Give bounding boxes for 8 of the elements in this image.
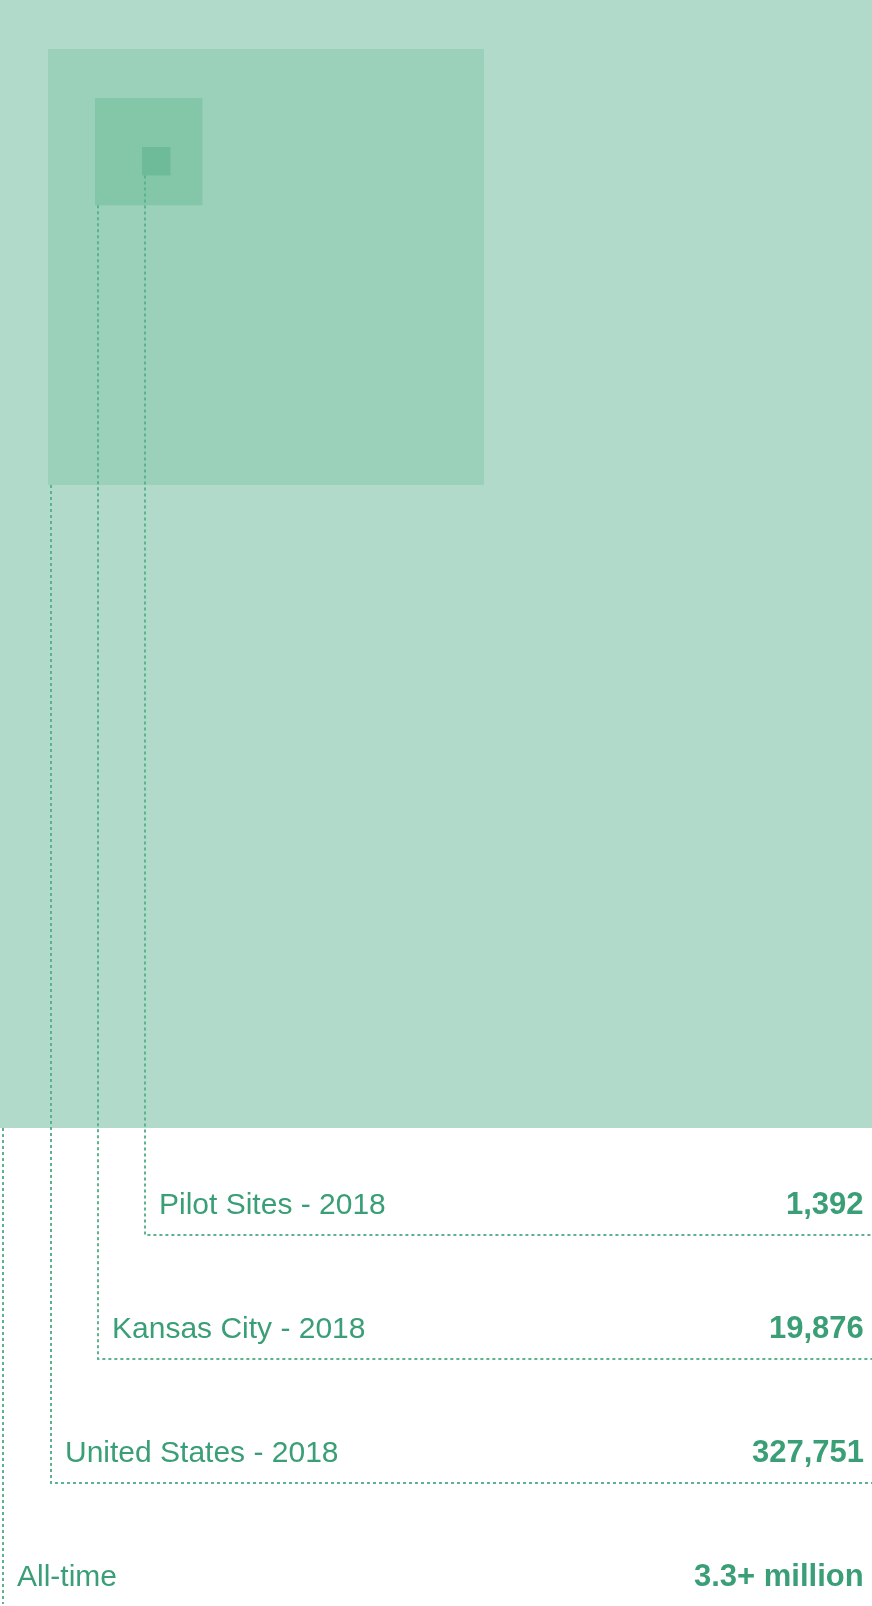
category-label: Kansas City - 2018	[112, 1311, 366, 1344]
category-label: Pilot Sites - 2018	[159, 1187, 386, 1220]
category-label: All-time	[17, 1559, 118, 1592]
data-label: 3.3+ million	[694, 1558, 864, 1593]
data-label: 327,751	[752, 1434, 865, 1469]
category-label: United States - 2018	[65, 1435, 339, 1468]
data-label: 19,876	[769, 1310, 864, 1345]
data-label: 1,392	[786, 1186, 864, 1221]
